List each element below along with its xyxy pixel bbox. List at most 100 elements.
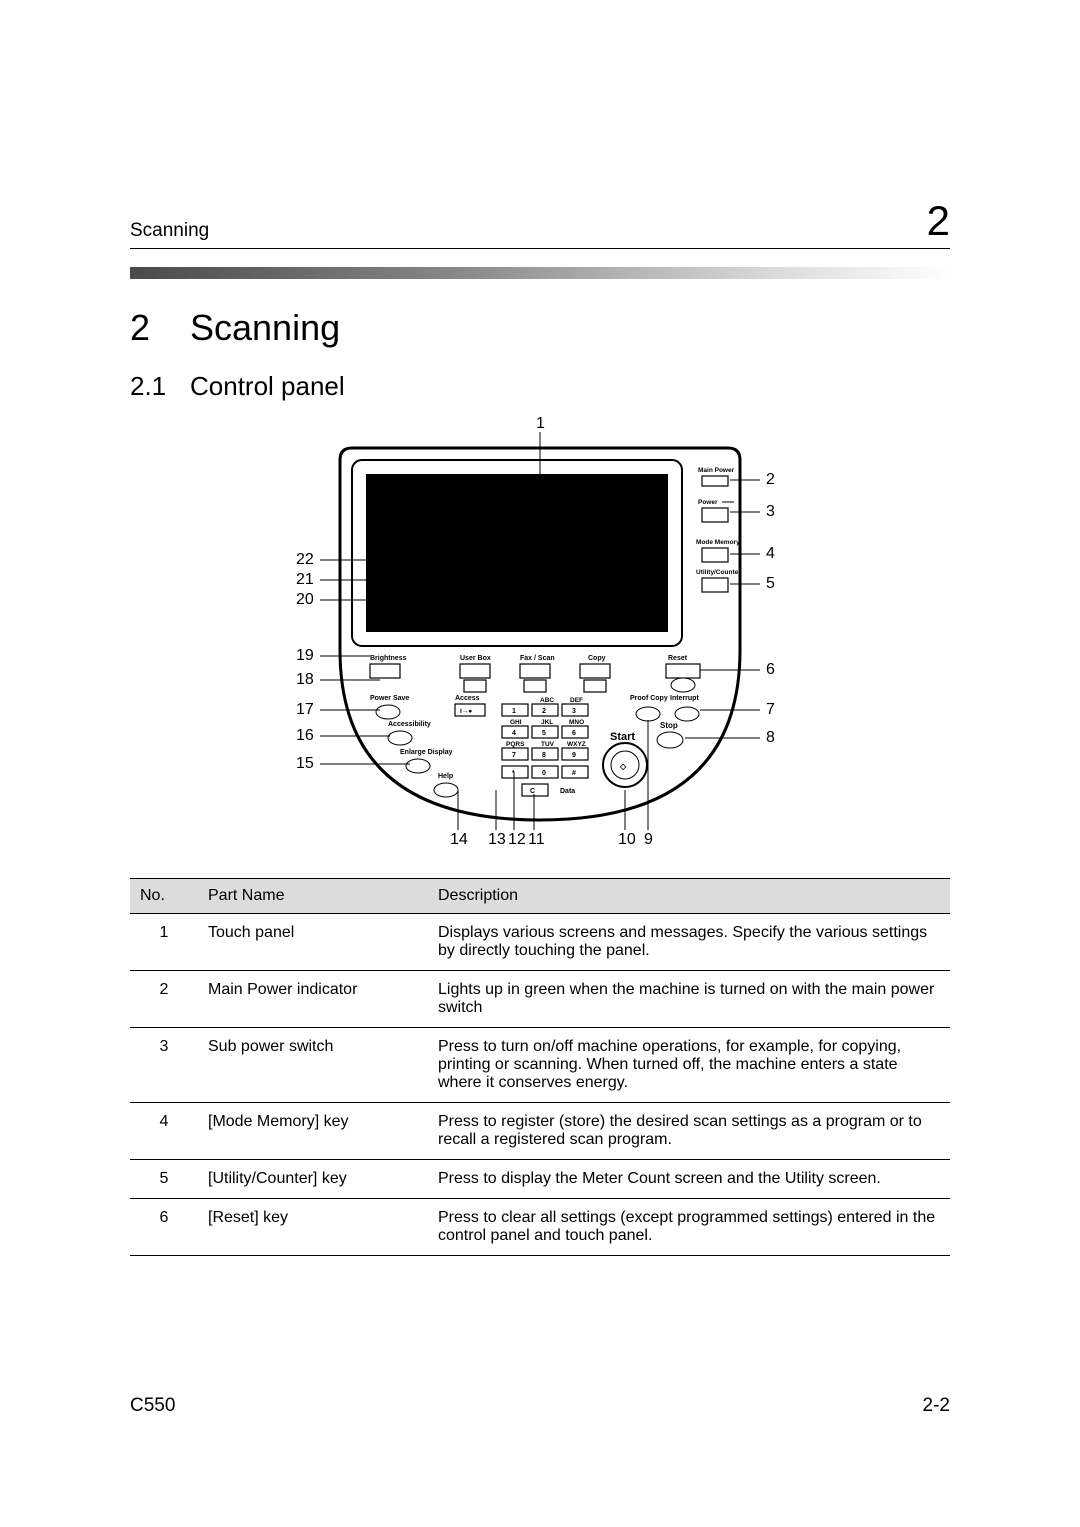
svg-text:2: 2	[542, 708, 546, 715]
cell-no: 4	[130, 1103, 198, 1160]
svg-text:5: 5	[542, 730, 546, 737]
svg-text:6: 6	[572, 730, 576, 737]
section-number: 2	[130, 307, 190, 349]
svg-text:I→●: I→●	[460, 708, 472, 715]
svg-text:TUV: TUV	[541, 741, 555, 748]
svg-text:4: 4	[512, 730, 516, 737]
callout-2: 2	[766, 472, 775, 488]
svg-text:DEF: DEF	[570, 697, 583, 704]
cell-no: 2	[130, 971, 198, 1028]
callout-18: 18	[296, 672, 314, 688]
callout-7: 7	[766, 702, 775, 718]
label-interrupt: Interrupt	[670, 695, 699, 702]
label-power: Power	[698, 499, 718, 506]
callout-6: 6	[766, 662, 775, 678]
label-help: Help	[438, 773, 453, 780]
callout-8: 8	[766, 730, 775, 746]
footer-model: C550	[130, 1395, 175, 1417]
svg-text:1: 1	[512, 708, 516, 715]
cell-no: 5	[130, 1160, 198, 1199]
callout-3: 3	[766, 504, 775, 520]
footer-page: 2-2	[923, 1395, 950, 1417]
label-utility-counter: Utility/Counter	[696, 569, 741, 576]
col-no: No.	[130, 879, 198, 914]
callout-11: 11	[528, 832, 545, 848]
svg-text:GHI: GHI	[510, 719, 522, 726]
cell-part: [Utility/Counter] key	[198, 1160, 428, 1199]
cell-no: 1	[130, 914, 198, 971]
subsection-title: 2.1Control panel	[130, 371, 950, 402]
label-fax-scan: Fax / Scan	[520, 655, 555, 662]
svg-text:3: 3	[572, 708, 576, 715]
table-row: 1Touch panelDisplays various screens and…	[130, 914, 950, 971]
cell-no: 6	[130, 1199, 198, 1256]
label-start: Start	[610, 731, 635, 743]
label-copy: Copy	[588, 655, 606, 662]
section-title: 2Scanning	[130, 307, 950, 349]
cell-desc: Press to clear all settings (except prog…	[428, 1199, 950, 1256]
header-chapter-number: 2	[927, 200, 950, 242]
label-main-power: Main Power	[698, 467, 735, 474]
svg-text:0: 0	[542, 770, 546, 777]
panel-svg: Main Power Power Mode Memory Utility/Cou…	[260, 420, 820, 850]
cell-part: [Reset] key	[198, 1199, 428, 1256]
subsection-text: Control panel	[190, 371, 345, 401]
callout-17: 17	[296, 702, 314, 718]
table-row: 3Sub power switchPress to turn on/off ma…	[130, 1028, 950, 1103]
page-footer: C550 2-2	[130, 1395, 950, 1417]
callout-16: 16	[296, 728, 314, 744]
col-part: Part Name	[198, 879, 428, 914]
svg-text:Data: Data	[560, 788, 575, 795]
callout-5: 5	[766, 576, 775, 592]
callout-14: 14	[450, 832, 468, 848]
label-reset: Reset	[668, 655, 688, 662]
cell-no: 3	[130, 1028, 198, 1103]
cell-desc: Lights up in green when the machine is t…	[428, 971, 950, 1028]
table-row: 5[Utility/Counter] keyPress to display t…	[130, 1160, 950, 1199]
cell-desc: Press to turn on/off machine operations,…	[428, 1028, 950, 1103]
label-enlarge-display: Enlarge Display	[400, 749, 453, 756]
table-header-row: No. Part Name Description	[130, 879, 950, 914]
callout-15: 15	[296, 756, 314, 772]
callout-19: 19	[296, 648, 314, 664]
table-row: 6[Reset] keyPress to clear all settings …	[130, 1199, 950, 1256]
callout-9: 9	[644, 832, 653, 848]
cell-part: Sub power switch	[198, 1028, 428, 1103]
svg-text:MNO: MNO	[569, 719, 584, 726]
label-user-box: User Box	[460, 655, 491, 662]
section-text: Scanning	[190, 307, 340, 348]
cell-part: Touch panel	[198, 914, 428, 971]
callout-22: 22	[296, 552, 314, 568]
svg-text:◇: ◇	[619, 762, 627, 771]
control-panel-diagram: Main Power Power Mode Memory Utility/Cou…	[260, 420, 820, 850]
callout-4: 4	[766, 546, 775, 562]
subsection-number: 2.1	[130, 371, 190, 402]
svg-text:8: 8	[542, 752, 546, 759]
callout-21: 21	[296, 572, 314, 588]
page: Scanning 2 2Scanning 2.1Control panel Ma…	[0, 0, 1080, 1527]
label-access: Access	[455, 695, 480, 702]
cell-desc: Press to register (store) the desired sc…	[428, 1103, 950, 1160]
label-accessibility: Accessibility	[388, 721, 431, 728]
table-row: 2Main Power indicatorLights up in green …	[130, 971, 950, 1028]
callout-12: 12	[508, 832, 526, 848]
cell-desc: Press to display the Meter Count screen …	[428, 1160, 950, 1199]
svg-text:PQRS: PQRS	[506, 741, 525, 748]
parts-table: No. Part Name Description 1Touch panelDi…	[130, 878, 950, 1256]
svg-text:C: C	[530, 788, 535, 795]
cell-part: [Mode Memory] key	[198, 1103, 428, 1160]
label-proof-copy: Proof Copy	[630, 695, 668, 702]
svg-text:#: #	[572, 770, 576, 777]
svg-text:WXYZ: WXYZ	[567, 741, 586, 748]
table-row: 4[Mode Memory] keyPress to register (sto…	[130, 1103, 950, 1160]
svg-text:JKL: JKL	[541, 719, 553, 726]
label-brightness: Brightness	[370, 655, 407, 662]
svg-text:ABC: ABC	[540, 697, 554, 704]
callout-1: 1	[536, 416, 545, 432]
cell-part: Main Power indicator	[198, 971, 428, 1028]
cell-desc: Displays various screens and messages. S…	[428, 914, 950, 971]
page-header: Scanning 2	[130, 200, 950, 249]
svg-text:9: 9	[572, 752, 576, 759]
callout-20: 20	[296, 592, 314, 608]
col-desc: Description	[428, 879, 950, 914]
